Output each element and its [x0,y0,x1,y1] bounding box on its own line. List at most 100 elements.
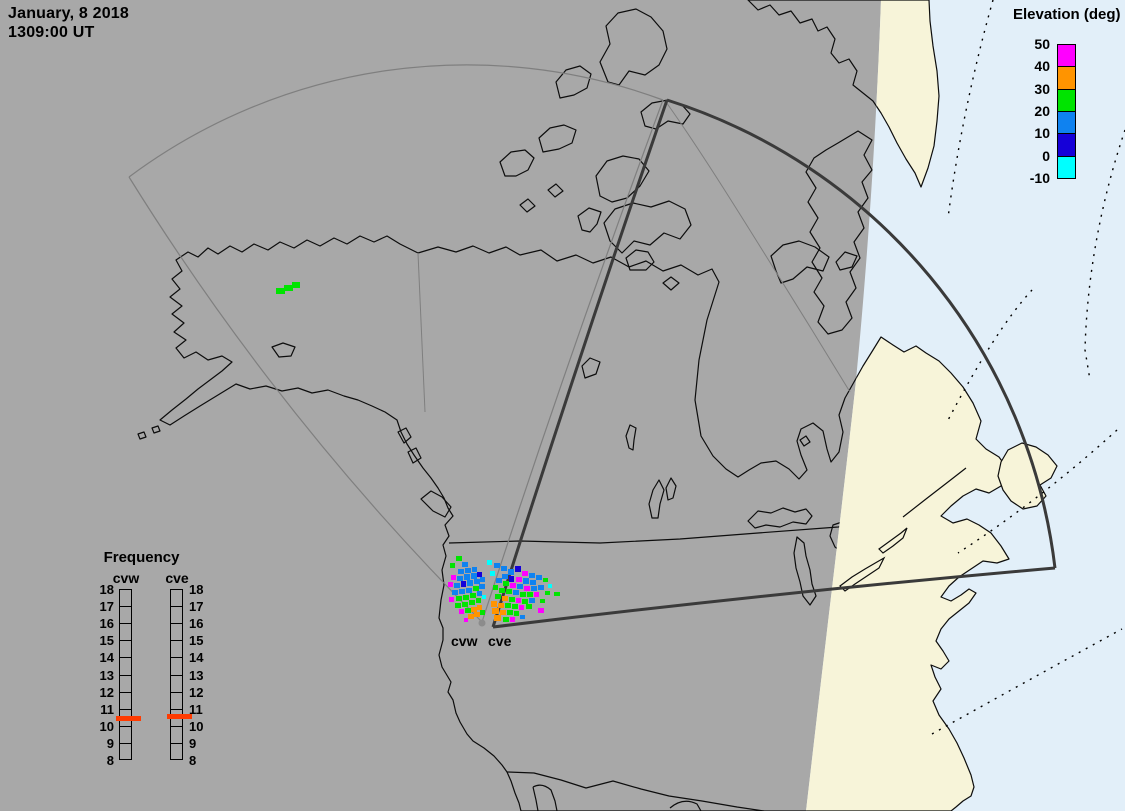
cve-fov-left-edge [491,99,669,628]
devon-island-outline [640,99,691,130]
king-william-outline [662,276,680,291]
echo-cell [498,603,504,608]
echo-cell [455,603,461,608]
echo-cell [487,560,492,565]
echo-cell [457,576,463,581]
belcher-islet [799,435,811,447]
frequency-tick-label-left: 9 [106,735,114,751]
echo-cell [464,618,468,622]
echo-cell [477,591,482,596]
site-label-cvw: cvw [451,633,478,649]
echo-cell [513,590,519,595]
echo-cell [519,605,524,610]
elevation-tick-label: -10 [1029,169,1050,186]
frequency-tick-label-left: 8 [106,753,114,768]
frequency-tick-label-left: 13 [99,667,114,683]
frequency-scale-segment-line [171,742,182,744]
echo-cell [467,580,473,586]
cvw-fov-arc [128,64,664,178]
echo-cell [451,575,456,580]
frequency-scale-segment-line [120,623,131,625]
panhandle-island-outline [407,447,422,464]
echo-cell [516,577,522,582]
echo-cell [473,586,479,591]
echo-cell [448,582,453,587]
frequency-tick-label-left: 18 [99,582,114,597]
echo-cell [476,598,481,603]
frequency-tick-label-right: 8 [189,753,197,768]
frequency-scale-segment-line [171,708,182,710]
elevation-tick-label: 30 [1034,80,1050,97]
echo-cell [507,610,513,615]
frequency-scale-segment-line [171,623,182,625]
frequency-scale-bar [119,589,132,760]
echo-cell [523,578,529,584]
frequency-tick-label-left: 14 [99,650,114,666]
echo-cell [530,580,536,585]
echo-cell [471,607,477,612]
vancouver-island-outline [420,490,452,518]
frequency-tick-label-right: 15 [189,633,204,649]
frequency-tick-label-left: 17 [99,599,114,615]
elevation-color-swatch [1057,133,1076,157]
echo-cell [520,592,526,597]
echo-cell [292,282,300,288]
us-mexico-border [506,771,765,811]
datetime-header: January, 8 2018 1309:00 UT [8,4,129,42]
frequency-column-label-cve: cve [165,570,189,586]
frequency-tick-label-right: 11 [189,701,203,717]
elevation-tick-label: 20 [1034,102,1050,119]
echo-cell [534,592,539,597]
frequency-legend-title: Frequency [103,549,180,566]
echo-cell [454,583,460,588]
echo-cell [456,556,462,561]
elevation-tick-label: 40 [1034,58,1050,75]
axel-heiberg-outline [555,65,592,99]
cvw-fov-right-edge [481,99,664,623]
frequency-scale-segment-line [120,657,131,659]
echo-cell [471,573,477,579]
echo-cell [465,608,471,613]
echo-cell [464,574,470,580]
echo-cell [503,617,509,622]
great-bear-lake [581,357,601,379]
frequency-scale-segment-line [171,725,182,727]
echo-cell [461,581,466,587]
victoria-island-outline [603,200,692,254]
echo-cell [477,605,482,610]
date-text: January, 8 2018 [8,5,130,22]
elevation-color-swatch [1057,88,1076,112]
echo-cell [462,562,468,567]
haida-island-outline [397,427,412,444]
echo-cell [472,567,477,572]
province-borders [417,101,851,413]
echo-cell [548,584,552,588]
echo-cell [458,569,464,574]
elevation-legend-title: Elevation (deg) [1013,6,1121,23]
frequency-tick-label-right: 16 [189,616,204,632]
frequency-tick-label-left: 16 [99,616,114,632]
echo-cell [490,571,495,576]
geomagnetic-graticule-dotted [931,0,1125,735]
frequency-scale-segment-line [120,674,131,676]
echo-cell [480,610,485,615]
cvw-fov-outline [128,64,664,623]
frequency-tick-label-left: 11 [100,701,114,717]
echo-cell [469,600,475,605]
frequency-tick-label-left: 12 [99,684,114,700]
radar-site-dot [478,619,486,627]
echo-cell [284,285,293,291]
aleutian-islets [137,425,161,440]
echo-cell [517,584,523,589]
somerset-island-outline [625,249,655,271]
echo-cell [540,599,545,603]
radar-echo-layer [276,282,560,622]
echo-cell [545,591,550,595]
frequency-tick-label-right: 17 [189,599,204,615]
echo-cell [462,602,468,607]
echo-cell [500,610,506,615]
frequency-marker-cvw [116,716,141,722]
southampton-outline [770,240,830,284]
echo-cell [505,603,511,608]
cve-fov-right-edge [492,566,1056,629]
